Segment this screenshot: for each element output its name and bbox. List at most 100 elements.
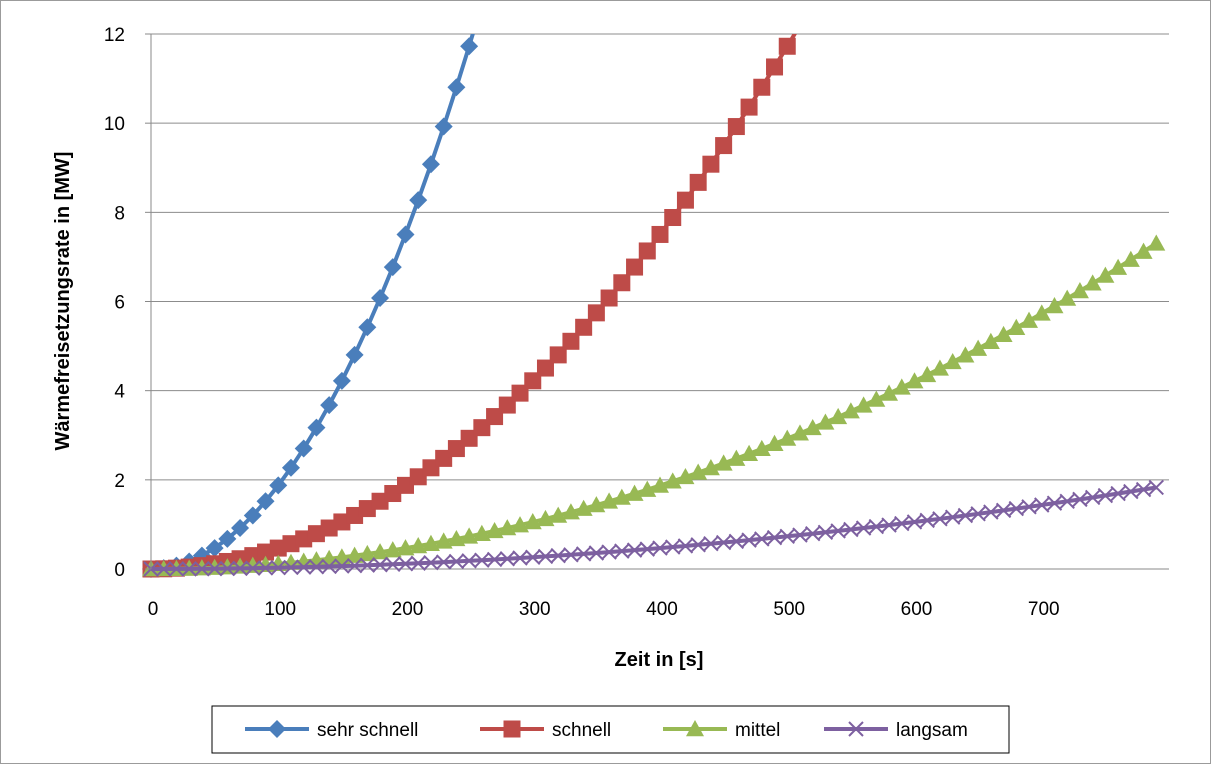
data-point: [474, 552, 490, 568]
data-point: [1020, 311, 1039, 328]
data-point: [308, 559, 325, 575]
data-point: [1045, 297, 1064, 314]
data-point: [473, 1, 491, 13]
x-tick-label: 700: [1028, 599, 1060, 620]
data-point: [790, 424, 809, 441]
data-point: [409, 191, 428, 210]
data-point: [690, 537, 706, 553]
data-point: [575, 546, 592, 562]
data-point: [1008, 500, 1025, 517]
y-tick-label: 10: [104, 114, 125, 135]
legend-marker: [686, 720, 704, 737]
data-point: [843, 521, 859, 538]
data-point: [332, 371, 351, 390]
data-point: [779, 528, 795, 545]
data-point: [766, 58, 784, 76]
data-point: [868, 518, 885, 535]
data-point: [281, 458, 300, 477]
data-point: [663, 472, 682, 489]
data-point: [536, 359, 554, 377]
data-point: [320, 396, 339, 415]
data-point: [601, 544, 617, 560]
data-point: [562, 332, 580, 350]
data-point: [1148, 479, 1164, 496]
data-point: [613, 274, 631, 292]
data-point: [651, 476, 669, 493]
data-point: [766, 529, 783, 546]
data-point: [1121, 250, 1140, 267]
data-point: [499, 551, 516, 567]
x-axis: 0 100 200 300 400 500 600 700: [148, 599, 1060, 620]
data-point: [358, 318, 377, 337]
x-tick-label: 200: [392, 599, 424, 620]
data-point: [956, 346, 975, 363]
data-point: [676, 467, 695, 485]
data-point: [205, 539, 224, 558]
data-point: [1134, 242, 1153, 259]
x-tick-label: 400: [646, 599, 678, 620]
data-point: [295, 559, 312, 575]
data-point: [359, 557, 376, 573]
legend-label: schnell: [552, 720, 611, 741]
data-point: [270, 559, 286, 576]
data-point: [906, 514, 923, 530]
data-point: [307, 418, 326, 437]
data-point: [626, 258, 644, 276]
data-point: [715, 137, 733, 155]
data-point: [1097, 487, 1114, 504]
data-point: [294, 439, 313, 458]
data-point: [334, 558, 350, 574]
data-point: [983, 504, 999, 520]
data-point: [626, 542, 643, 558]
data-point: [588, 545, 605, 561]
legend-item: sehr schnell: [245, 720, 418, 741]
data-point: [892, 378, 911, 395]
data-point: [740, 98, 758, 116]
data-point: [385, 556, 401, 572]
data-point: [676, 191, 694, 209]
data-point: [423, 554, 439, 571]
data-point: [524, 372, 542, 390]
data-point: [932, 511, 948, 527]
y-tick-label: 6: [114, 293, 125, 314]
series-line: [150, 34, 797, 571]
data-point: [371, 289, 390, 308]
x-tick-label: 300: [519, 599, 551, 620]
data-point: [803, 418, 822, 436]
data-point: [614, 543, 630, 559]
data-point: [905, 372, 924, 389]
data-point: [981, 332, 1000, 349]
y-axis: 0 2 4 6 8 10 12: [104, 25, 152, 581]
data-point: [703, 536, 719, 552]
data-point: [753, 78, 771, 96]
data-point: [867, 390, 886, 407]
data-point: [1083, 274, 1102, 291]
data-point: [969, 339, 988, 356]
data-point: [1110, 485, 1126, 502]
series-mittel: [142, 234, 1166, 577]
data-point: [741, 532, 757, 548]
data-point: [943, 352, 962, 370]
y-tick-label: 2: [114, 471, 125, 492]
data-point: [841, 402, 860, 419]
x-tick-label: 100: [264, 599, 296, 620]
data-point: [880, 384, 899, 401]
data-point: [740, 444, 759, 461]
data-point: [575, 318, 593, 336]
data-point: [600, 289, 618, 307]
data-point: [994, 325, 1013, 343]
data-point: [231, 519, 250, 538]
data-point: [396, 539, 415, 556]
y-tick-label: 4: [114, 382, 125, 403]
data-point: [550, 547, 566, 564]
data-point: [358, 544, 377, 562]
data-point: [421, 534, 440, 551]
data-point: [792, 527, 808, 543]
data-point: [1058, 289, 1077, 306]
data-point: [1123, 483, 1139, 500]
data-point: [460, 37, 479, 56]
legend-marker: [268, 720, 286, 738]
data-point: [881, 517, 897, 533]
data-point: [855, 520, 872, 536]
series-line: [151, 485, 1157, 571]
